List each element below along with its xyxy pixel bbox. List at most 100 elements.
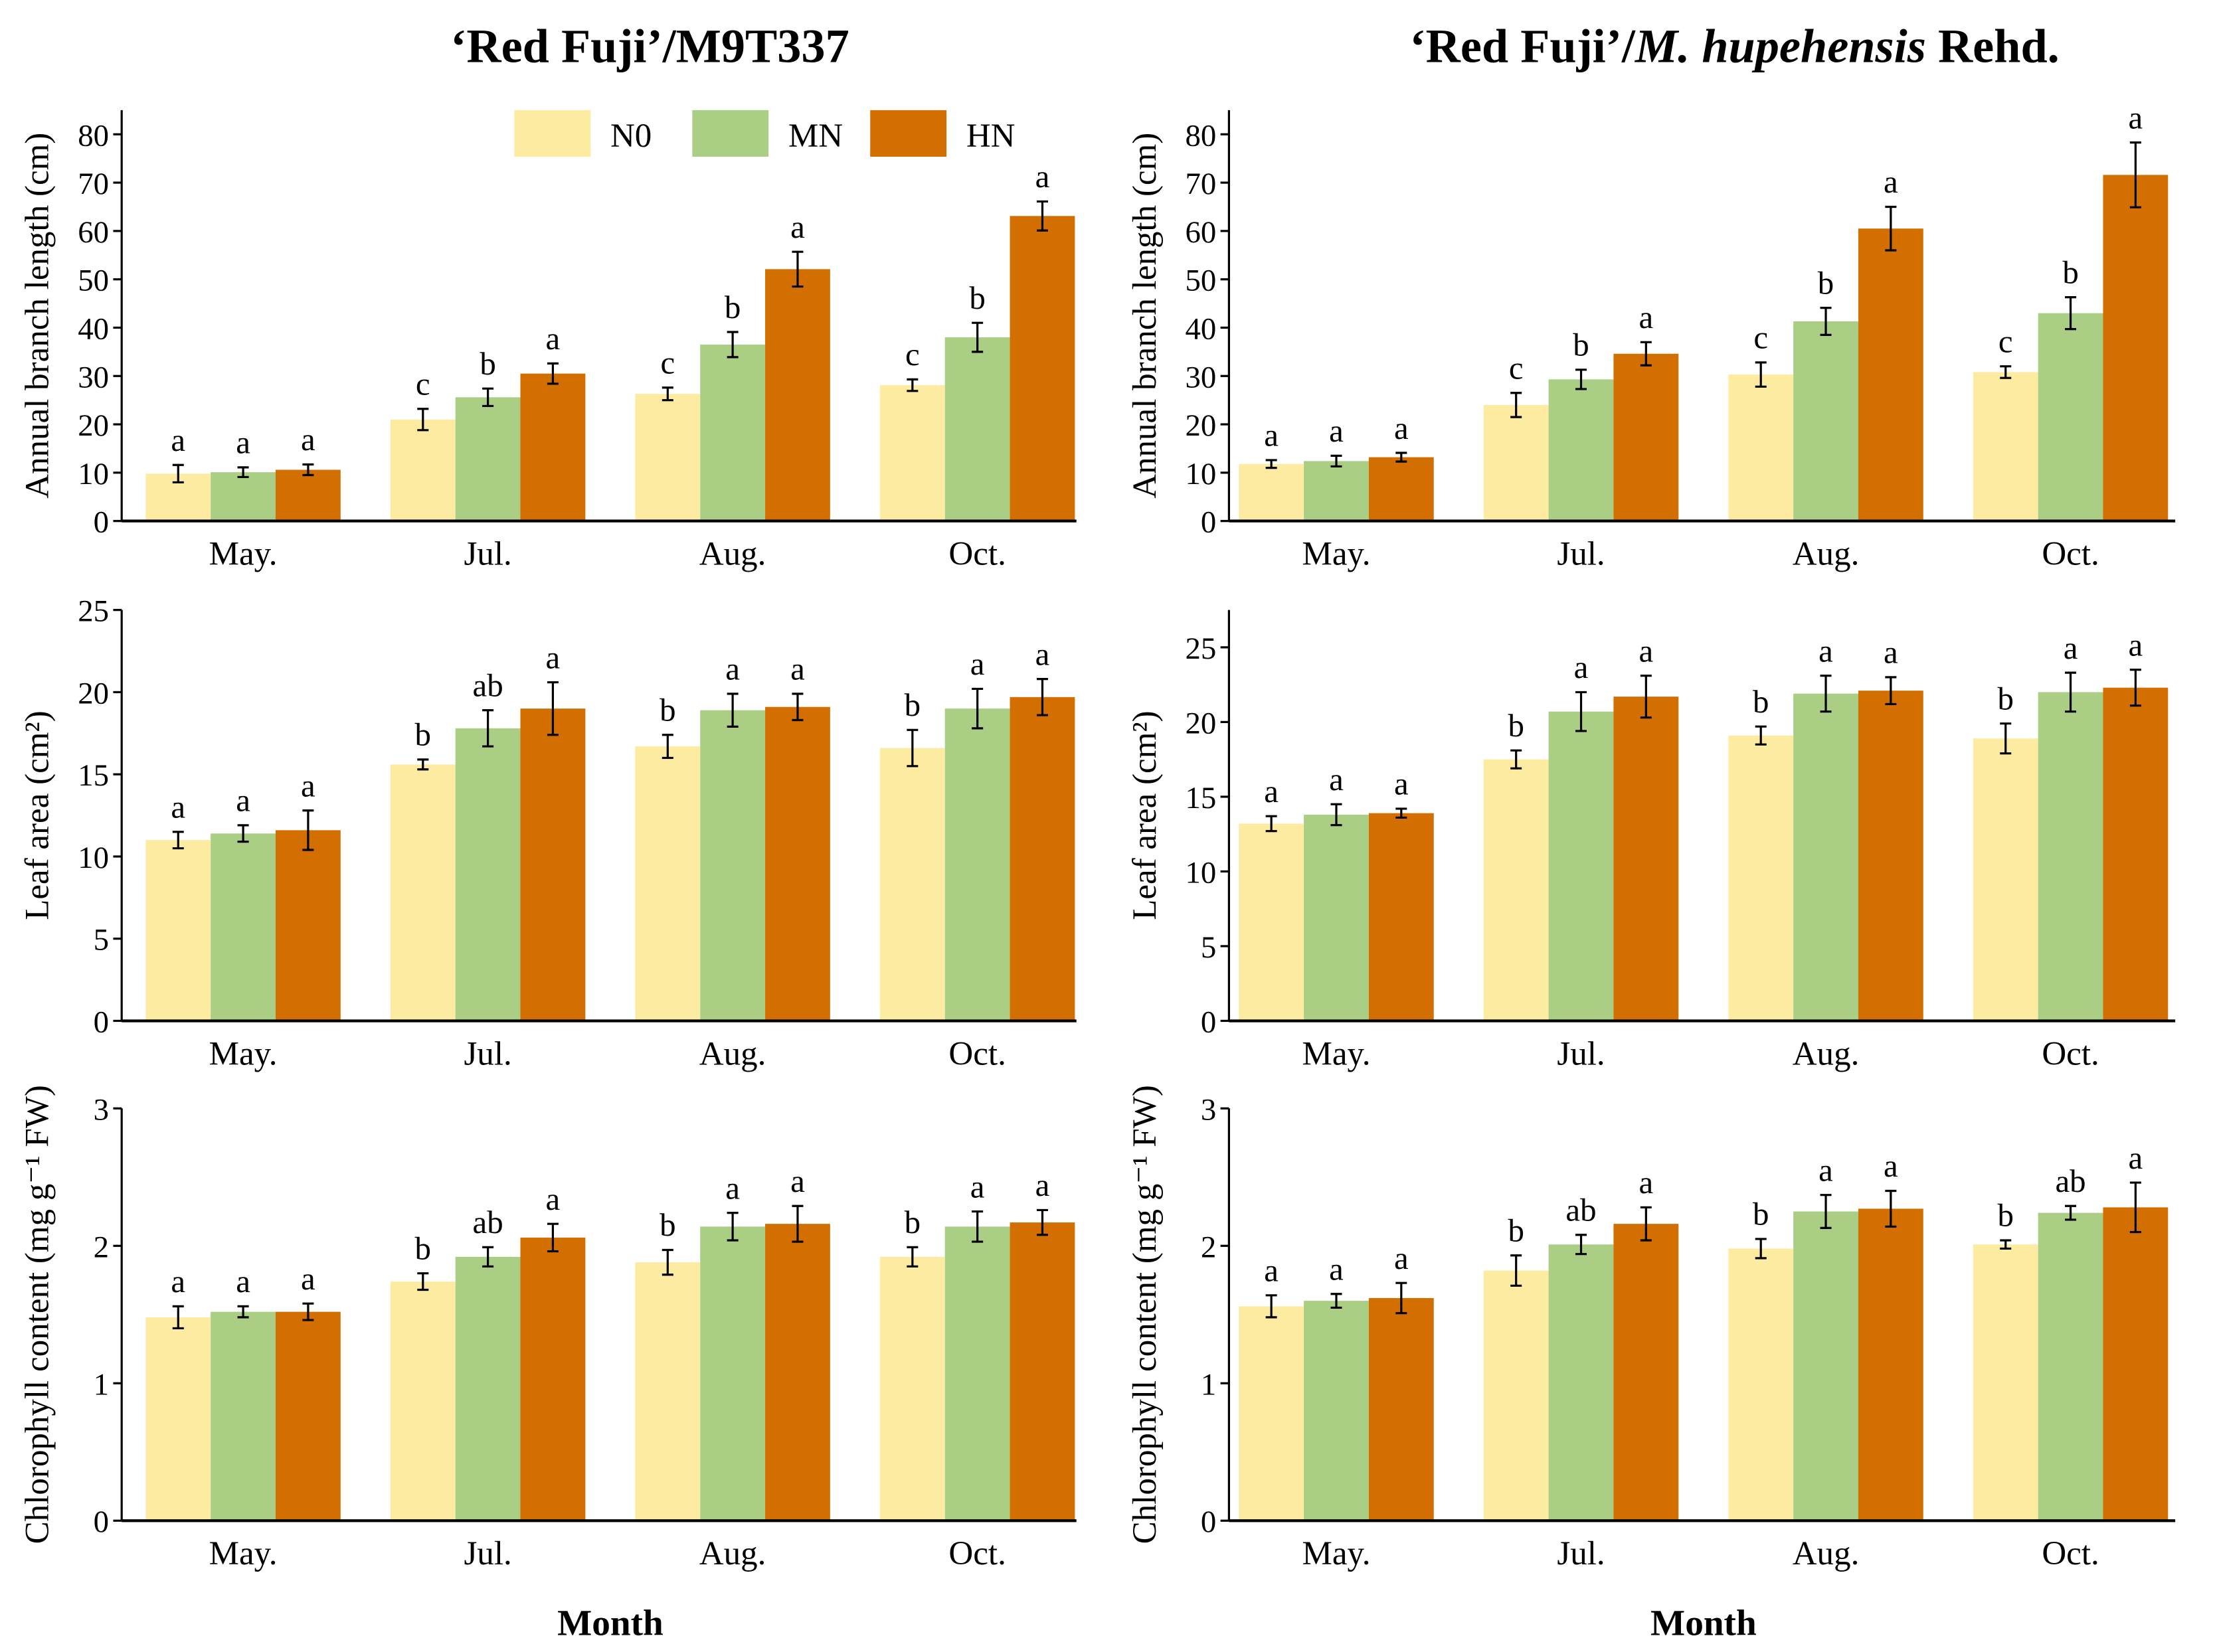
error-bar xyxy=(907,378,919,392)
right-title-pre: ‘Red Fuji’/ xyxy=(1410,20,1636,73)
significance-letter: a xyxy=(236,1263,250,1299)
significance-letter: a xyxy=(301,1260,315,1297)
error-bar xyxy=(2129,141,2141,208)
bar-MN-Jul. xyxy=(455,728,521,1021)
significance-letter: b xyxy=(1508,1212,1524,1249)
bar-N0-Jul. xyxy=(1483,1270,1549,1521)
error-bar xyxy=(972,321,984,353)
bar-HN-Aug. xyxy=(1858,228,1923,521)
bar-HN-Aug. xyxy=(765,269,830,521)
error-bar xyxy=(907,1246,919,1268)
bar-N0-May. xyxy=(1239,823,1304,1021)
legend-label-HN: HN xyxy=(966,118,1016,155)
y-tick-label: 25 xyxy=(78,594,109,629)
x-tick-label: Aug. xyxy=(699,1535,766,1572)
y-tick-label: 50 xyxy=(1185,264,1216,298)
significance-letter: a xyxy=(546,639,561,675)
significance-letter: ab xyxy=(473,1204,503,1240)
y-tick-label: 2 xyxy=(1201,1230,1216,1264)
right-title-post: Rehd. xyxy=(1926,20,2060,73)
bar-N0-Oct. xyxy=(1973,1244,2038,1521)
left-x-axis-label: Month xyxy=(557,1602,664,1643)
y-tick-label: 70 xyxy=(1185,167,1216,201)
bar-MN-Aug. xyxy=(1793,321,1858,521)
significance-letter: a xyxy=(970,1168,985,1204)
x-tick-label: May. xyxy=(209,536,278,573)
bar-N0-Aug. xyxy=(635,746,701,1021)
error-bar xyxy=(2129,1181,2141,1234)
x-tick-label: Oct. xyxy=(948,1535,1006,1572)
significance-letter: a xyxy=(1394,410,1409,446)
panel-right-row1: a c c c a b b b a a a a 0 10 20 30 40 50 60 70 80 May. Jul. Aug… xyxy=(1126,99,2176,573)
significance-letter: a xyxy=(1264,417,1279,454)
error-bar xyxy=(302,463,314,477)
error-bar xyxy=(1510,1254,1522,1287)
y-axis-label: Leaf area (cm²) xyxy=(19,710,56,920)
y-tick-label: 60 xyxy=(1185,215,1216,250)
significance-letter: a xyxy=(2129,626,2143,663)
bar-N0-May. xyxy=(145,1317,211,1521)
error-bar xyxy=(172,1305,184,1330)
significance-letter: ab xyxy=(1565,1191,1596,1228)
bar-N0-Jul. xyxy=(390,764,456,1021)
error-bar xyxy=(237,466,249,479)
significance-letter: a xyxy=(790,208,805,245)
bar-HN-Jul. xyxy=(1613,697,1679,1021)
bar-MN-Jul. xyxy=(1548,379,1614,521)
significance-letter: a xyxy=(171,1263,185,1299)
error-bar xyxy=(2065,1204,2077,1221)
error-bar xyxy=(2065,671,2077,713)
error-bar xyxy=(547,1222,559,1253)
error-bar xyxy=(1395,1281,1407,1315)
significance-letter: b xyxy=(2062,254,2078,290)
bar-N0-Aug. xyxy=(1728,374,1794,521)
bar-MN-Oct. xyxy=(2038,313,2103,521)
bar-HN-Aug. xyxy=(1858,1208,1923,1521)
significance-letter: a xyxy=(1574,649,1589,685)
significance-letter: a xyxy=(2064,629,2078,666)
significance-letter: a xyxy=(1329,412,1344,449)
y-tick-label: 1 xyxy=(94,1367,109,1402)
y-tick-label: 0 xyxy=(94,505,109,540)
significance-letter: a xyxy=(546,1181,561,1217)
error-bar xyxy=(2000,365,2012,379)
significance-letter: ab xyxy=(2055,1163,2085,1199)
error-bar xyxy=(972,687,984,730)
error-bar xyxy=(1395,807,1407,819)
bar-MN-Oct. xyxy=(2038,1212,2103,1521)
y-tick-label: 0 xyxy=(94,1005,109,1039)
significance-letter: a xyxy=(301,767,315,803)
bar-N0-May. xyxy=(145,840,211,1021)
bar-HN-May. xyxy=(275,469,341,521)
y-tick-label: 50 xyxy=(78,264,109,298)
y-tick-label: 0 xyxy=(1201,505,1216,540)
bar-MN-Jul. xyxy=(455,1256,521,1521)
bar-MN-Jul. xyxy=(1548,711,1614,1021)
x-tick-label: Oct. xyxy=(948,1035,1006,1072)
error-bar xyxy=(1575,369,1587,390)
bar-MN-May. xyxy=(1304,814,1369,1021)
significance-letter: b xyxy=(1508,707,1524,744)
error-bar xyxy=(1885,205,1897,252)
x-tick-label: Jul. xyxy=(464,1535,511,1572)
bar-N0-Aug. xyxy=(1728,735,1794,1021)
y-tick-label: 25 xyxy=(1185,631,1216,666)
bar-HN-Oct. xyxy=(2103,687,2169,1021)
bar-N0-Jul. xyxy=(390,1281,456,1521)
error-bar xyxy=(2000,1239,2012,1250)
error-bar xyxy=(1330,454,1342,468)
significance-letter: a xyxy=(1884,163,1898,200)
error-bar xyxy=(302,1302,314,1321)
error-bar xyxy=(1640,675,1652,719)
significance-letter: b xyxy=(1573,327,1589,363)
error-bar xyxy=(1885,676,1897,706)
significance-letter: a xyxy=(1035,158,1050,195)
significance-letter: a xyxy=(790,651,805,687)
error-bar xyxy=(482,1246,494,1268)
error-bar xyxy=(417,408,429,432)
error-bar xyxy=(482,387,494,408)
error-bar xyxy=(2129,669,2141,707)
x-tick-label: May. xyxy=(1302,1035,1371,1072)
y-axis-label: Annual branch length (cm) xyxy=(1126,133,1164,499)
significance-letter: a xyxy=(301,421,315,457)
